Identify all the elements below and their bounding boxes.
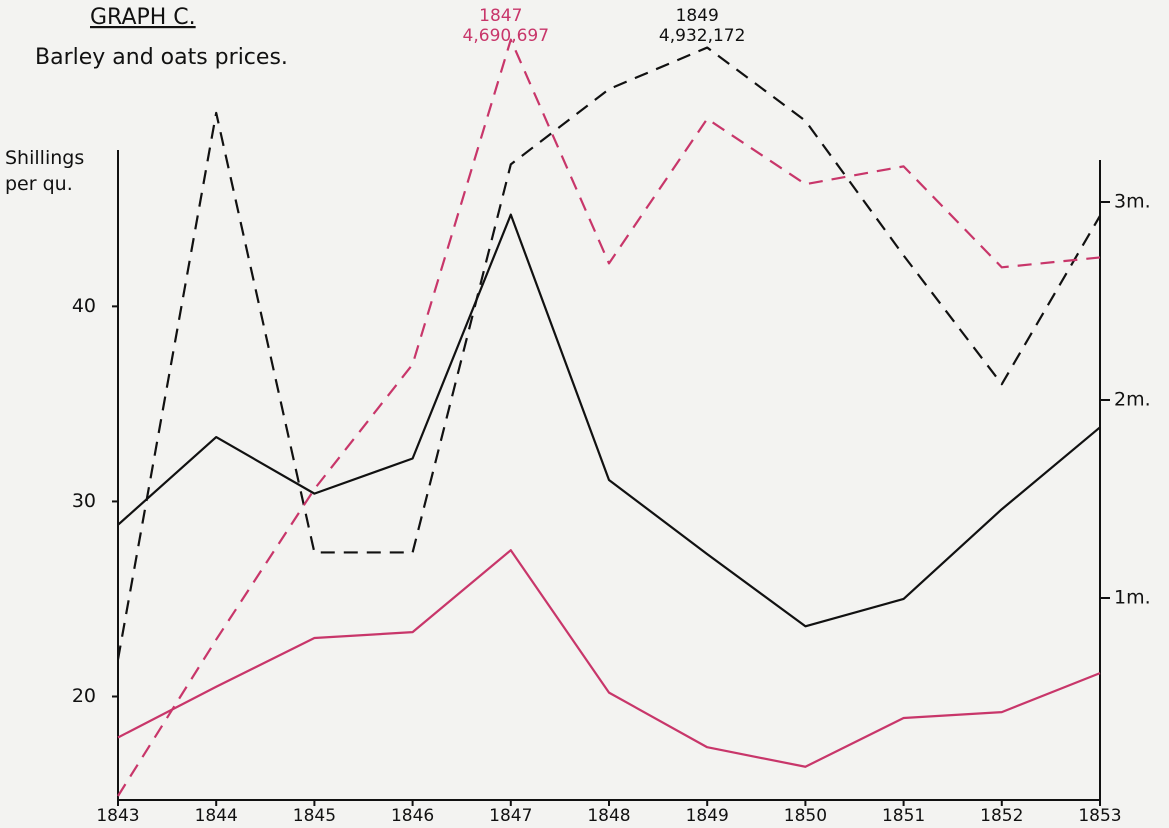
x-tick-label: 1853 — [1078, 806, 1121, 826]
x-tick-label: 1852 — [980, 806, 1023, 826]
x-tick-label: 1851 — [882, 806, 925, 826]
y2-tick-label: 3m. — [1114, 191, 1151, 213]
x-tick-label: 1848 — [587, 806, 630, 826]
annotation: 4,690,697 — [463, 26, 550, 46]
x-tick-label: 1846 — [391, 806, 434, 826]
x-tick-label: 1845 — [293, 806, 336, 826]
annotation: 4,932,172 — [659, 26, 746, 46]
series-line — [117, 213, 1101, 628]
series-line — [117, 549, 1101, 768]
y-tick-label: 20 — [72, 685, 96, 707]
x-tick-label: 1844 — [195, 806, 238, 826]
y-tick-label: 40 — [72, 295, 96, 317]
x-tick-label: 1850 — [784, 806, 827, 826]
series-line — [116, 46, 1101, 660]
x-tick-label: 1843 — [96, 806, 139, 826]
y-axis-label: Shillings per qu. — [5, 147, 85, 195]
chart-title: GRAPH C. — [90, 5, 196, 30]
y2-tick-label: 2m. — [1114, 389, 1151, 411]
x-tick-label: 1847 — [489, 806, 532, 826]
annotation: 1847 — [479, 6, 522, 26]
y2-tick-label: 1m. — [1114, 587, 1151, 609]
series-line — [117, 38, 1101, 797]
x-tick-label: 1849 — [686, 806, 729, 826]
annotation: 1849 — [676, 6, 719, 26]
chart-subtitle: Barley and oats prices. — [35, 45, 288, 70]
y-axis-label-box: Shillings per qu. — [5, 147, 85, 195]
y-tick-label: 30 — [72, 490, 96, 512]
